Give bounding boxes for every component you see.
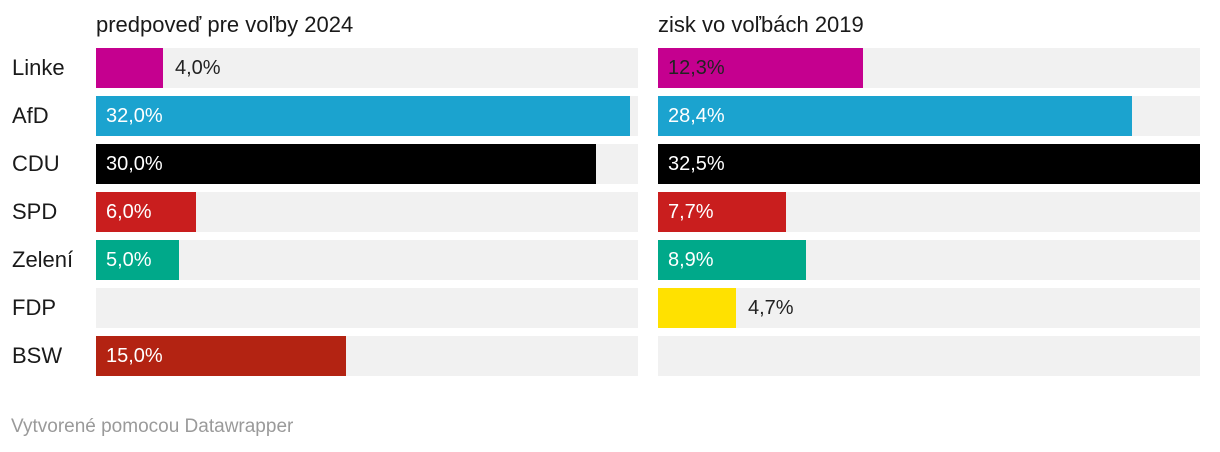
bar-track-fdp: 4,7% <box>658 288 1200 328</box>
value-label-linke-2019: 12,3% <box>668 57 725 79</box>
panel-title-2024: predpoveď pre voľby 2024 <box>96 12 354 37</box>
value-label-cdu-2024: 30,0% <box>106 153 163 175</box>
bar-track-bsw <box>658 336 1200 376</box>
bar-zeleni-2019 <box>658 240 806 280</box>
bar-track-afd: 28,4% <box>658 96 1200 136</box>
value-label-linke-2024: 4,0% <box>175 57 221 79</box>
bar-track-zeleni: 5,0% <box>96 240 638 280</box>
bar-track-bsw: 15,0% <box>96 336 638 376</box>
row-label-spd: SPD <box>12 199 58 224</box>
panel-title-2019: zisk vo voľbách 2019 <box>658 12 864 37</box>
row-label-cdu: CDU <box>12 151 60 176</box>
row-label-linke: Linke <box>12 55 65 80</box>
row-label-bsw: BSW <box>12 343 63 368</box>
value-label-zeleni-2019: 8,9% <box>668 249 714 271</box>
bar-track-cdu: 30,0% <box>96 144 638 184</box>
bar-zeleni-2024 <box>96 240 179 280</box>
value-label-cdu-2019: 32,5% <box>668 153 725 175</box>
value-label-spd-2019: 7,7% <box>668 201 714 223</box>
bar-linke-2019 <box>658 48 863 88</box>
bar-cdu-2024 <box>96 144 596 184</box>
bar-track-cdu: 32,5% <box>658 144 1200 184</box>
value-label-afd-2019: 28,4% <box>668 105 725 127</box>
bar-cdu-2019 <box>658 144 1200 184</box>
bar-track-linke: 4,0% <box>96 48 638 88</box>
row-label-zeleni: Zelení <box>12 247 74 272</box>
bar-afd-2019 <box>658 96 1132 136</box>
bar-track-spd: 6,0% <box>96 192 638 232</box>
bar-track-linke: 12,3% <box>658 48 1200 88</box>
bar-bsw-2024 <box>96 336 346 376</box>
bar-track-spd: 7,7% <box>658 192 1200 232</box>
row-label-afd: AfD <box>12 103 49 128</box>
bar-afd-2024 <box>96 96 630 136</box>
bar-track-zeleni: 8,9% <box>658 240 1200 280</box>
value-label-fdp-2019: 4,7% <box>748 297 794 319</box>
bar-track-afd: 32,0% <box>96 96 638 136</box>
value-label-spd-2024: 6,0% <box>106 201 152 223</box>
value-label-bsw-2024: 15,0% <box>106 345 163 367</box>
bar-spd-2024 <box>96 192 196 232</box>
value-label-afd-2024: 32,0% <box>106 105 163 127</box>
bar-spd-2019 <box>658 192 786 232</box>
value-label-zeleni-2024: 5,0% <box>106 249 152 271</box>
bar-fdp-2019 <box>658 288 736 328</box>
row-label-fdp: FDP <box>12 295 56 320</box>
datawrapper-credit: Vytvorené pomocou Datawrapper <box>11 416 294 437</box>
bar-linke-2024 <box>96 48 163 88</box>
bar-track-fdp <box>96 288 638 328</box>
